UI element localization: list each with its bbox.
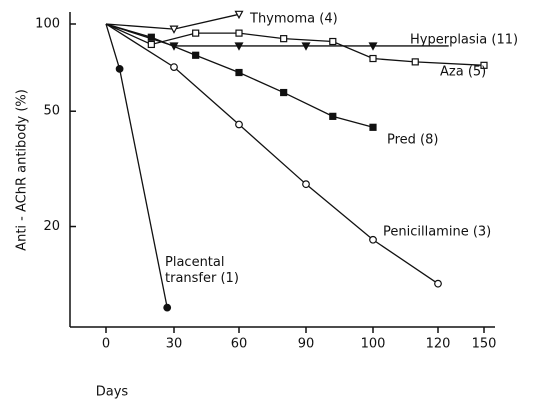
point <box>192 29 200 37</box>
point <box>329 37 337 46</box>
series-line <box>105 23 439 285</box>
point <box>169 25 179 34</box>
point <box>170 63 178 71</box>
series-label: Hyperplasia (11) <box>410 33 518 48</box>
point <box>163 303 172 312</box>
point <box>235 120 243 129</box>
point <box>329 112 337 120</box>
point <box>301 42 311 51</box>
point <box>235 68 243 77</box>
x-axis-label: Days <box>96 385 129 400</box>
y-tick-label: 20 <box>43 219 60 234</box>
point <box>368 42 378 51</box>
point <box>115 64 124 73</box>
y-tick-label: 50 <box>43 104 60 119</box>
point <box>147 40 155 49</box>
series-label: Thymoma (4) <box>249 12 338 27</box>
series-label: Aza (5) <box>440 65 486 80</box>
point <box>280 35 288 43</box>
x-tick-label: 90 <box>298 337 315 352</box>
series-line <box>105 23 168 308</box>
x-tick-label: 120 <box>426 337 451 352</box>
x-tick-label: 60 <box>231 337 248 352</box>
series-label: Penicillamine (3) <box>383 225 491 240</box>
point <box>235 29 243 37</box>
series-label: Placental transfer (1) <box>165 255 239 286</box>
x-tick-label: 150 <box>472 337 497 352</box>
point <box>369 235 377 244</box>
point <box>234 42 244 51</box>
point <box>411 58 419 66</box>
point <box>234 10 244 20</box>
point <box>434 279 442 288</box>
point <box>192 51 200 59</box>
x-tick-label: 100 <box>361 337 386 352</box>
point <box>302 180 310 189</box>
series-label: Pred (8) <box>387 133 438 148</box>
point <box>369 54 377 63</box>
y-axis-label: Anti - AChR antibody (%) <box>15 89 30 251</box>
point <box>147 33 155 41</box>
x-tick-label: 0 <box>102 337 110 352</box>
point <box>280 88 288 97</box>
series-label-box: Placental transfer (1) <box>165 255 239 286</box>
point <box>480 61 488 69</box>
point <box>369 123 377 131</box>
y-tick-label: 100 <box>35 16 60 31</box>
x-tick-label: 30 <box>166 337 183 352</box>
